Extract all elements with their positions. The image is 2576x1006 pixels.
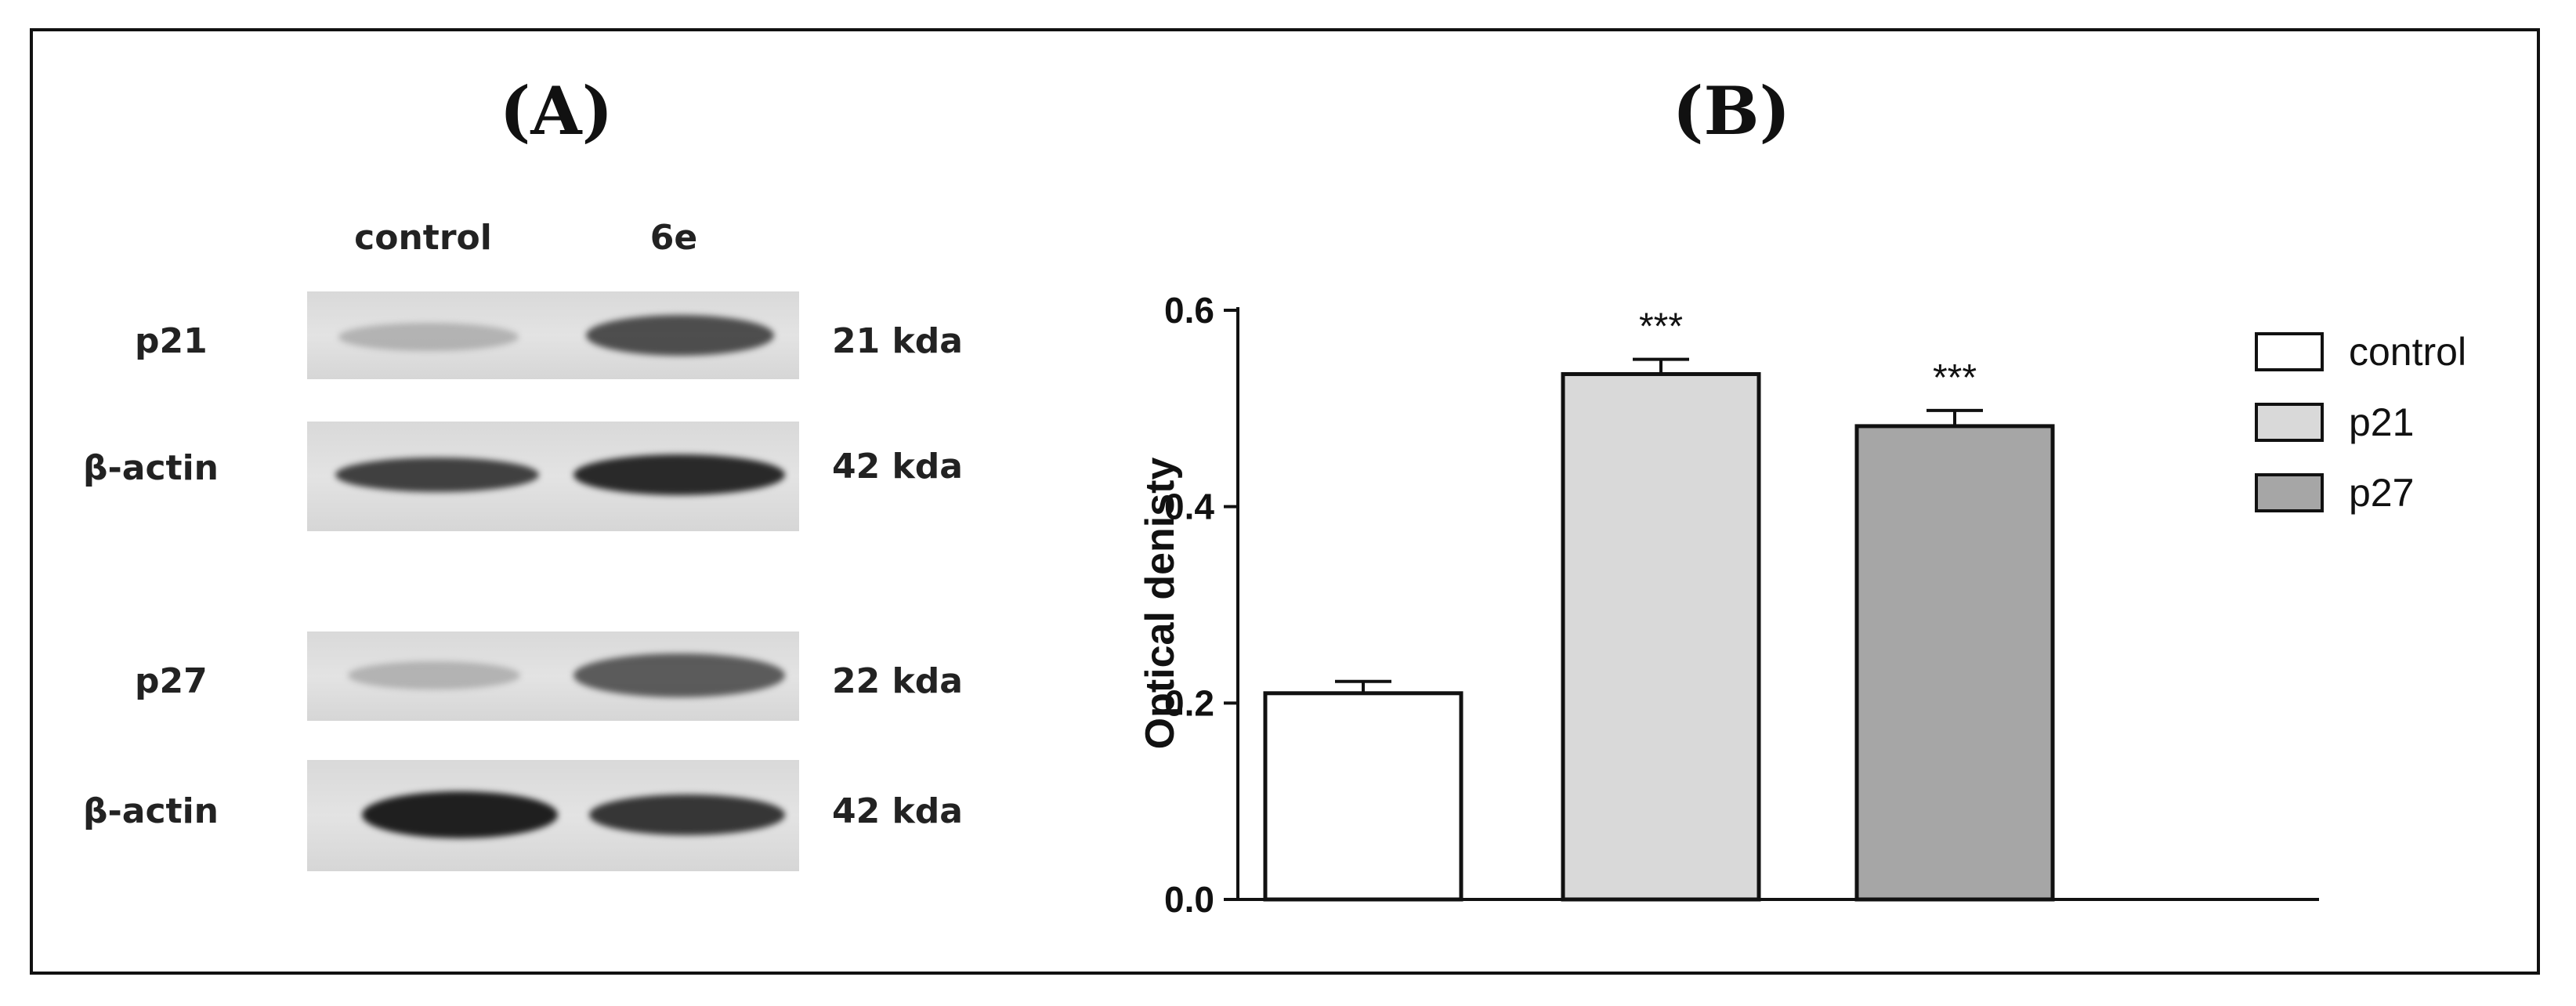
y-axis-label: Optical denisty [1138,458,1183,750]
plot-area: 0.0 0.2 0.4 0.6 *** *** [1164,290,2319,920]
panel-b-label: (B) [1672,72,1791,150]
y-tick-label: 0.6 [1164,290,1214,331]
band-beta-actin-1-6e [573,454,785,495]
bar-control [1263,691,1463,902]
legend-label-p27: p27 [2349,471,2414,515]
bar-chart: Optical denisty 0.0 0.2 0.4 0.6 *** *** contr… [1138,290,2466,920]
band-p27-6e [573,653,785,697]
row-label-p21: p21 [135,321,208,361]
panel-a-label: (A) [499,72,613,150]
bar-p27 [1854,424,2055,902]
lane-header-control: control [354,218,492,258]
bar-p21 [1561,371,1761,902]
y-tick-label: 0.0 [1164,879,1214,920]
row-label-beta-actin-2: β-actin [83,791,219,831]
blot-strip-beta-actin-2 [307,760,799,871]
y-tick-label: 0.2 [1164,682,1214,723]
y-tick-label: 0.4 [1164,487,1214,527]
legend-label-control: control [2349,330,2466,374]
lane-header-6e: 6e [649,218,698,258]
band-beta-actin-2-6e [589,794,785,835]
blot-strip-p21 [307,291,799,379]
kda-label-beta-actin-1: 42 kda [832,447,963,487]
y-axis-label-group: Optical denisty [1138,458,1183,750]
kda-label-p21: 21 kda [832,321,963,361]
legend-label-p21: p21 [2349,400,2414,444]
western-blot-panel: control 6e p21 21 kda β-actin 42 kda p27… [83,188,971,940]
band-p27-control [348,661,520,689]
bar-chart-panel: Optical denisty 0.0 0.2 0.4 0.6 *** *** contr… [1128,259,2523,948]
row-label-beta-actin-1: β-actin [83,448,219,488]
blot-strip-p27 [307,631,799,721]
significance-label-p21: *** [1639,306,1683,348]
band-p21-control [338,323,519,351]
band-beta-actin-1-control [335,458,539,492]
kda-label-p27: 22 kda [832,661,963,701]
legend-swatch-p21 [2255,403,2324,442]
row-label-p27: p27 [135,661,208,701]
legend-swatch-control [2255,332,2324,371]
band-p21-6e [586,315,774,356]
legend-swatch-p27 [2255,473,2324,512]
kda-label-beta-actin-2: 42 kda [832,791,963,831]
legend: control p21 p27 [2255,330,2466,515]
blot-strip-beta-actin-1 [307,422,799,531]
significance-label-p27: *** [1933,357,1977,399]
band-beta-actin-2-control [362,791,558,838]
